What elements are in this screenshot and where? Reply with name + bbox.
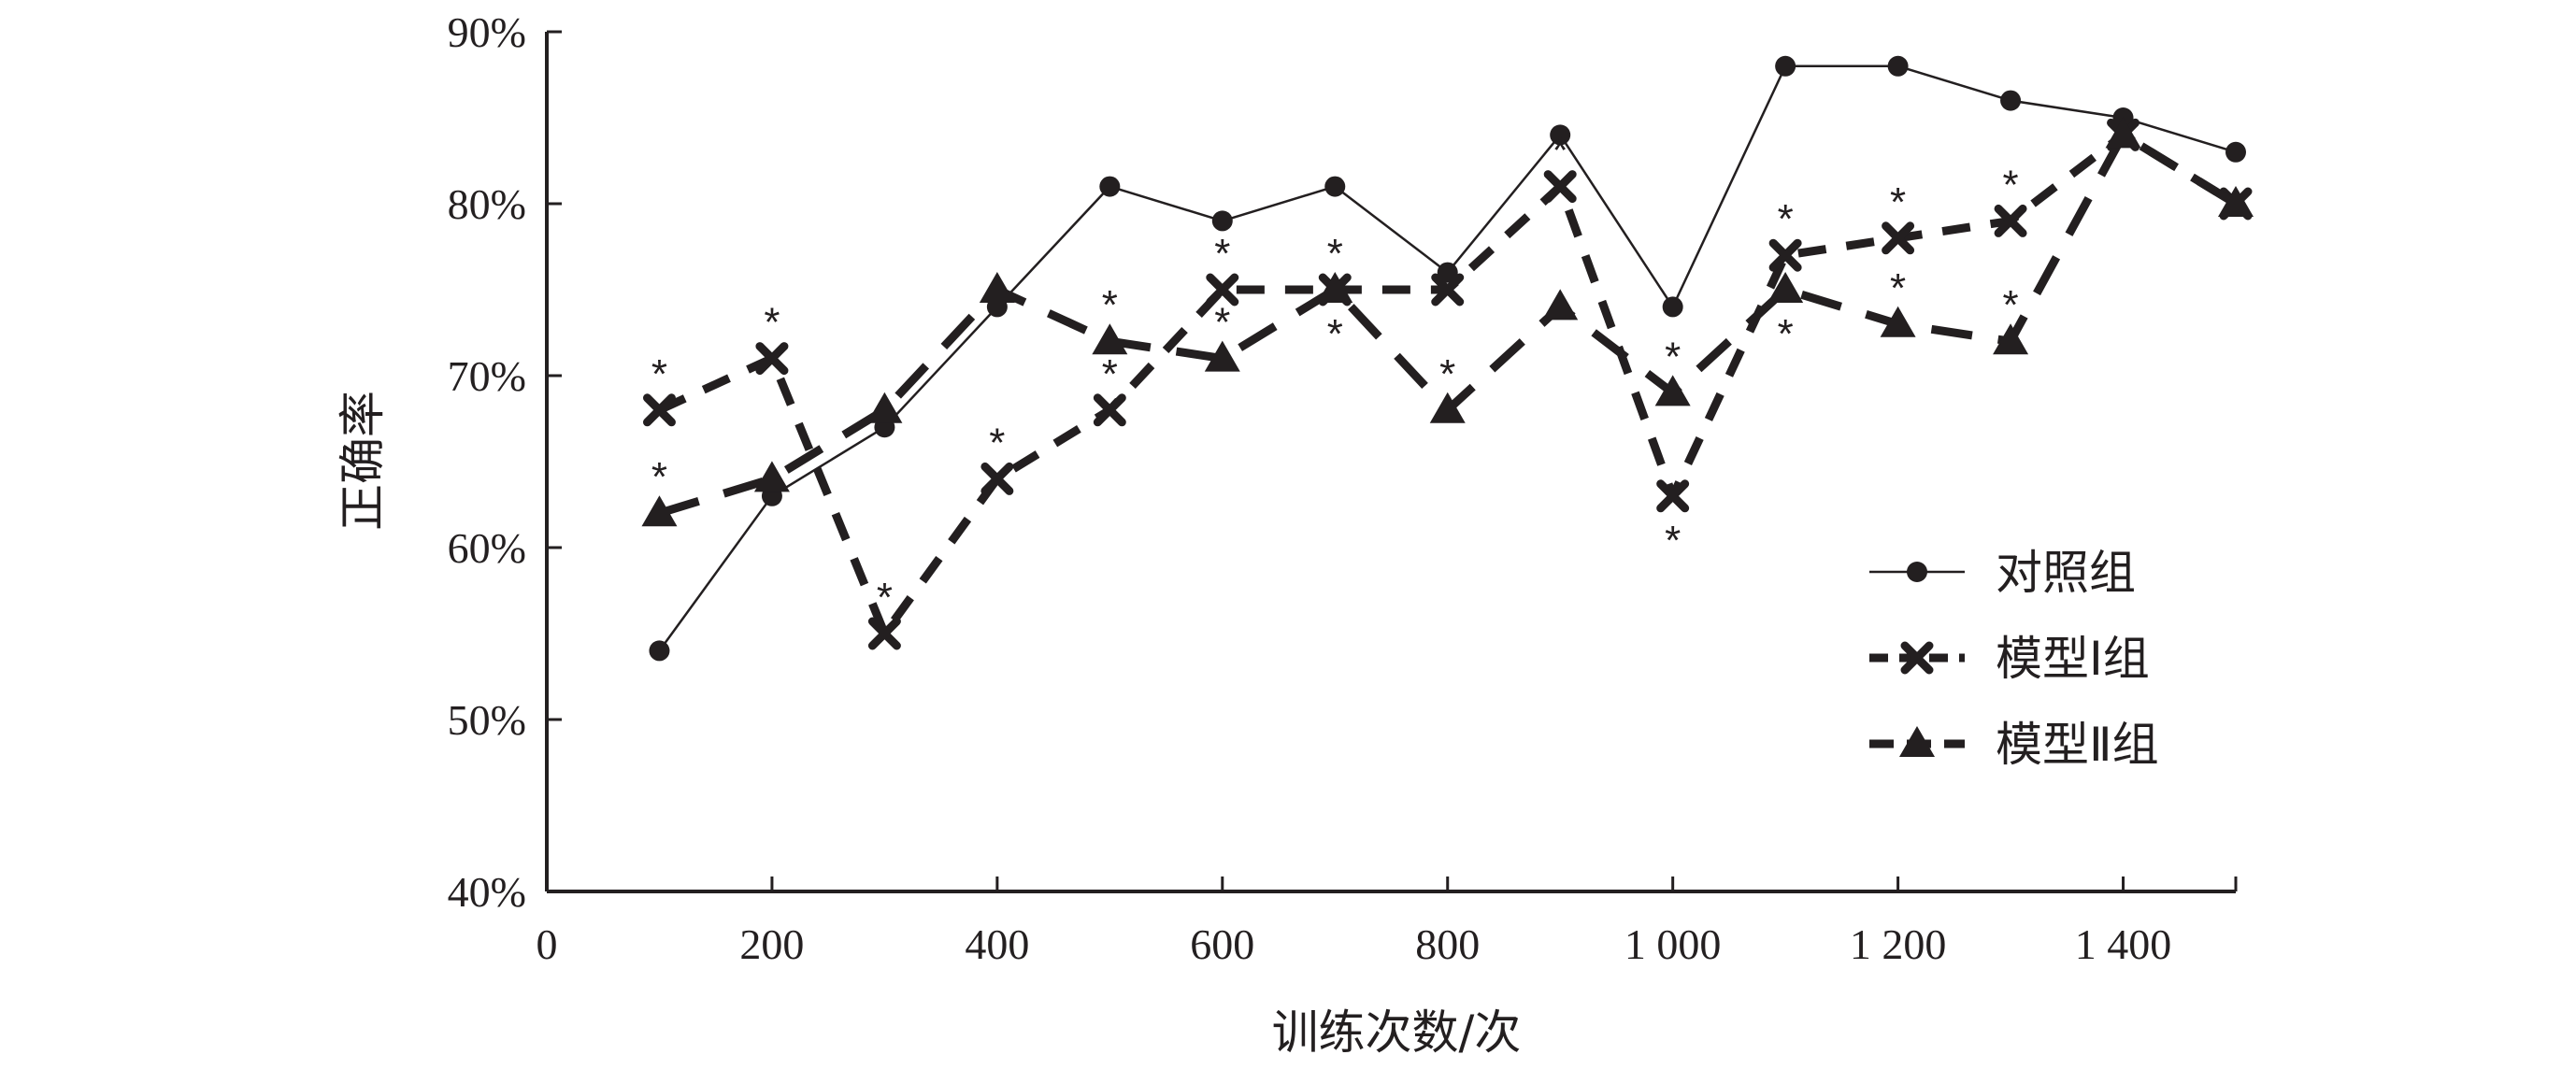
significance-star: * bbox=[651, 351, 667, 397]
data-point bbox=[1429, 392, 1466, 423]
data-point bbox=[1662, 296, 1683, 318]
data-point bbox=[2105, 117, 2141, 149]
significance-star: * bbox=[1665, 334, 1681, 379]
significance-marks: * * * * * * * * * * * * * * * * * * * * * bbox=[651, 128, 2019, 620]
data-point bbox=[866, 392, 903, 423]
y-tick-label: 90% bbox=[448, 8, 526, 56]
data-point bbox=[1093, 393, 1126, 427]
data-point bbox=[1542, 289, 1579, 321]
x-tick-label: 1 400 bbox=[2075, 920, 2172, 968]
data-point bbox=[2218, 186, 2254, 217]
legend: 对照组 模型Ⅰ组 模型Ⅱ组 bbox=[1869, 546, 2159, 772]
x-tick-label: 600 bbox=[1190, 920, 1254, 968]
data-point bbox=[1882, 221, 1915, 255]
y-tick-label: 60% bbox=[448, 524, 526, 572]
data-point bbox=[2000, 90, 2022, 111]
series-2 bbox=[641, 117, 2254, 527]
data-point bbox=[1437, 262, 1458, 283]
data-point bbox=[1092, 323, 1128, 355]
data-point bbox=[1656, 479, 1690, 513]
data-point bbox=[753, 461, 790, 492]
legend-swatch-marker bbox=[1907, 562, 1927, 582]
significance-star: * bbox=[1214, 231, 1230, 277]
axes: 40% 50% 60% 70% 80% 90% 0 200 400 600 800 1 000 1 20… bbox=[448, 8, 2238, 968]
data-point bbox=[641, 495, 678, 527]
significance-star: * bbox=[1102, 351, 1118, 397]
data-point bbox=[980, 462, 1014, 495]
y-tick-label: 40% bbox=[448, 868, 526, 916]
data-point bbox=[1204, 340, 1240, 372]
data-point bbox=[1550, 124, 1571, 146]
x-tick-label: 200 bbox=[739, 920, 804, 968]
data-point bbox=[1324, 176, 1346, 197]
data-point bbox=[642, 393, 676, 427]
significance-star: * bbox=[2003, 162, 2019, 207]
data-point bbox=[1993, 323, 2029, 355]
data-point bbox=[755, 342, 789, 376]
x-tick-label: 1 200 bbox=[1850, 920, 1947, 968]
y-axis-title: 正确率 bbox=[336, 391, 390, 531]
data-point bbox=[1099, 176, 1121, 197]
significance-star: * bbox=[1102, 282, 1118, 328]
series-line bbox=[658, 130, 2239, 518]
legend-label-model-1: 模型Ⅰ组 bbox=[1996, 632, 2150, 686]
data-point bbox=[1431, 273, 1465, 306]
data-point bbox=[649, 640, 670, 662]
data-point bbox=[1994, 204, 2027, 237]
legend-swatch-marker bbox=[1899, 726, 1935, 757]
series-1 bbox=[642, 118, 2253, 650]
data-point bbox=[867, 617, 901, 650]
significance-star: * bbox=[764, 300, 780, 346]
significance-star: * bbox=[1665, 518, 1681, 563]
x-tick-label: 800 bbox=[1415, 920, 1480, 968]
significance-star: * bbox=[1439, 351, 1455, 397]
significance-star: * bbox=[989, 420, 1005, 465]
data-point bbox=[1317, 272, 1353, 303]
data-point bbox=[1654, 375, 1691, 406]
x-axis-title: 训练次数/次 bbox=[1272, 1005, 1522, 1060]
significance-star: * bbox=[1890, 179, 1906, 225]
data-point bbox=[1775, 55, 1796, 77]
significance-star: * bbox=[1327, 311, 1343, 357]
x-tick-label: 0 bbox=[537, 920, 558, 968]
legend-label-model-2: 模型Ⅱ组 bbox=[1996, 718, 2159, 772]
significance-star: * bbox=[877, 575, 893, 620]
data-point bbox=[1887, 55, 1909, 77]
y-tick-label: 70% bbox=[448, 352, 526, 400]
y-tick-label: 80% bbox=[448, 180, 526, 228]
y-tick-label: 50% bbox=[448, 696, 526, 744]
significance-star: * bbox=[1778, 196, 1794, 242]
data-point bbox=[979, 272, 1015, 303]
x-tick-label: 400 bbox=[965, 920, 1029, 968]
legend-label-control: 对照组 bbox=[1996, 546, 2136, 600]
significance-star: * bbox=[651, 454, 667, 500]
x-tick-label: 1 000 bbox=[1624, 920, 1722, 968]
significance-star: * bbox=[2003, 282, 2019, 328]
significance-star: * bbox=[1778, 311, 1794, 357]
significance-star: * bbox=[1890, 265, 1906, 311]
data-point bbox=[1206, 273, 1239, 306]
significance-star: * bbox=[1553, 128, 1568, 174]
data-point bbox=[1880, 306, 1916, 337]
data-point bbox=[1767, 272, 1804, 303]
significance-star: * bbox=[1214, 300, 1230, 346]
data-point bbox=[1211, 210, 1233, 232]
significance-star: * bbox=[1327, 231, 1343, 277]
plot-area bbox=[641, 55, 2254, 662]
data-point bbox=[2225, 141, 2246, 163]
data-point bbox=[1543, 170, 1577, 204]
data-point bbox=[1768, 238, 1802, 272]
legend-swatch-marker bbox=[1900, 641, 1934, 675]
